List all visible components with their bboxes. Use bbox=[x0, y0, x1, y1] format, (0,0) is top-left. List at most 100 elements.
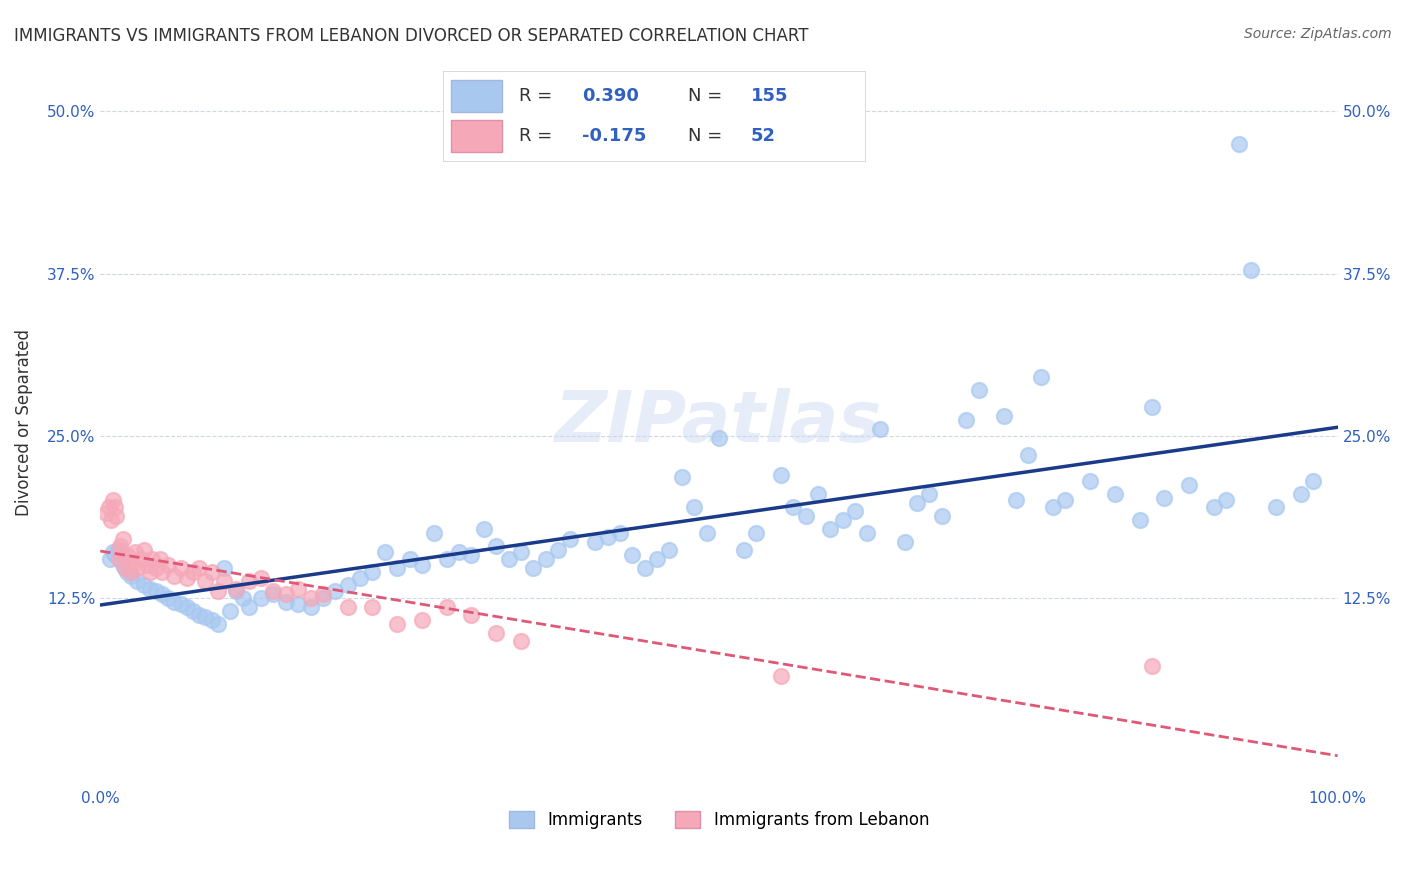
Point bbox=[460, 607, 482, 622]
Point bbox=[188, 561, 211, 575]
Point bbox=[1005, 493, 1028, 508]
Point bbox=[104, 500, 127, 514]
Point bbox=[560, 533, 582, 547]
Point bbox=[107, 542, 129, 557]
Text: N =: N = bbox=[688, 87, 727, 105]
Point bbox=[522, 561, 544, 575]
Point bbox=[583, 535, 606, 549]
Point bbox=[844, 504, 866, 518]
Point bbox=[696, 525, 718, 540]
Point bbox=[132, 578, 155, 592]
Point bbox=[707, 431, 730, 445]
Point bbox=[108, 552, 131, 566]
Point bbox=[869, 422, 891, 436]
Point bbox=[1215, 493, 1237, 508]
Point bbox=[349, 571, 371, 585]
Point bbox=[201, 613, 224, 627]
Point bbox=[127, 561, 149, 575]
Point bbox=[274, 587, 297, 601]
Point bbox=[176, 599, 198, 614]
Point bbox=[145, 584, 167, 599]
Point bbox=[139, 565, 162, 579]
Point bbox=[181, 565, 204, 579]
Point bbox=[132, 542, 155, 557]
Text: 0.390: 0.390 bbox=[582, 87, 638, 105]
Point bbox=[918, 487, 941, 501]
Legend: Immigrants, Immigrants from Lebanon: Immigrants, Immigrants from Lebanon bbox=[502, 804, 936, 836]
Text: IMMIGRANTS VS IMMIGRANTS FROM LEBANON DIVORCED OR SEPARATED CORRELATION CHART: IMMIGRANTS VS IMMIGRANTS FROM LEBANON DI… bbox=[14, 27, 808, 45]
Point bbox=[510, 633, 533, 648]
Point bbox=[1017, 448, 1039, 462]
Point bbox=[312, 587, 335, 601]
Text: Source: ZipAtlas.com: Source: ZipAtlas.com bbox=[1244, 27, 1392, 41]
Point bbox=[207, 616, 229, 631]
Point bbox=[194, 574, 217, 588]
Point bbox=[124, 545, 146, 559]
Point bbox=[609, 525, 631, 540]
Point bbox=[117, 548, 139, 562]
Point bbox=[547, 542, 569, 557]
Point bbox=[263, 584, 285, 599]
Point bbox=[336, 599, 359, 614]
Point bbox=[96, 507, 118, 521]
Point bbox=[1289, 487, 1312, 501]
Point bbox=[993, 409, 1015, 424]
Point bbox=[194, 610, 217, 624]
Point bbox=[534, 552, 557, 566]
Point bbox=[1129, 513, 1152, 527]
Point bbox=[181, 604, 204, 618]
Point bbox=[436, 552, 458, 566]
Text: -0.175: -0.175 bbox=[582, 127, 647, 145]
Point bbox=[671, 470, 693, 484]
Point bbox=[97, 500, 120, 514]
Point bbox=[645, 552, 668, 566]
Point bbox=[232, 591, 254, 605]
Point bbox=[1153, 491, 1175, 505]
Point bbox=[361, 599, 384, 614]
Point bbox=[150, 587, 173, 601]
Point bbox=[201, 565, 224, 579]
Point bbox=[170, 597, 193, 611]
Point bbox=[250, 591, 273, 605]
Point bbox=[120, 568, 142, 582]
Text: 155: 155 bbox=[751, 87, 789, 105]
Point bbox=[108, 539, 131, 553]
Point bbox=[250, 571, 273, 585]
Point bbox=[1227, 136, 1250, 151]
Point bbox=[139, 582, 162, 596]
Point bbox=[1240, 262, 1263, 277]
Point bbox=[225, 584, 247, 599]
Point bbox=[101, 545, 124, 559]
Point bbox=[769, 668, 792, 682]
Point bbox=[312, 591, 335, 605]
Point bbox=[111, 533, 134, 547]
Point bbox=[387, 561, 409, 575]
Point bbox=[114, 561, 136, 575]
Point bbox=[101, 493, 124, 508]
Point bbox=[108, 552, 131, 566]
Point bbox=[149, 552, 172, 566]
Point bbox=[120, 565, 142, 579]
Point bbox=[733, 542, 755, 557]
Y-axis label: Divorced or Separated: Divorced or Separated bbox=[15, 329, 32, 516]
FancyBboxPatch shape bbox=[451, 80, 502, 112]
Point bbox=[893, 535, 915, 549]
Point bbox=[807, 487, 830, 501]
Point bbox=[820, 522, 842, 536]
Point bbox=[449, 545, 471, 559]
Point bbox=[423, 525, 446, 540]
Text: 52: 52 bbox=[751, 127, 776, 145]
Point bbox=[1078, 474, 1101, 488]
Point bbox=[621, 548, 644, 562]
Text: N =: N = bbox=[688, 127, 727, 145]
Point bbox=[745, 525, 768, 540]
Point bbox=[238, 599, 260, 614]
Point bbox=[188, 607, 211, 622]
Point bbox=[411, 613, 433, 627]
FancyBboxPatch shape bbox=[451, 120, 502, 152]
Point bbox=[769, 467, 792, 482]
Point bbox=[225, 582, 247, 596]
Text: ZIPatlas: ZIPatlas bbox=[555, 388, 883, 458]
Point bbox=[1202, 500, 1225, 514]
Point bbox=[274, 594, 297, 608]
